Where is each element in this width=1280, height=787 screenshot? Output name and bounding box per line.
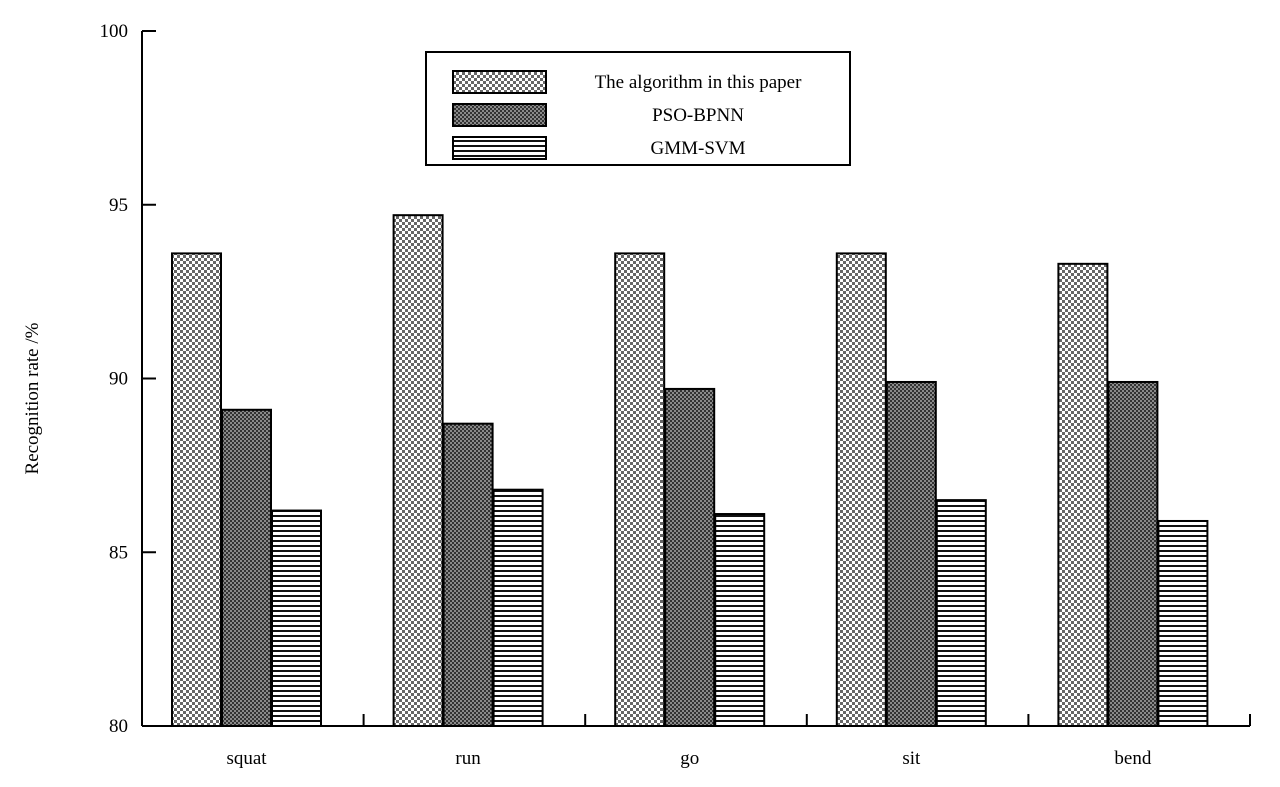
bar-checker-bend [1057,262,1109,727]
bar-checker-go [614,252,666,727]
legend-swatch-dots [452,103,547,127]
bar-dots-sit [885,380,937,727]
bar-dots-squat [221,408,272,727]
legend-swatch-checker [452,70,547,94]
legend-label: PSO-BPNN [652,105,744,126]
bar-hlines-squat [271,509,322,727]
bar-dots-bend [1107,380,1159,727]
y-tick-label: 95 [109,195,128,216]
x-category-label: sit [902,748,921,769]
bar-hlines-go [714,513,766,728]
x-category-label: run [455,748,481,769]
bars [171,214,1209,728]
y-tick-label: 80 [109,716,128,737]
bar-dots-run [442,422,494,727]
legend-label: The algorithm in this paper [595,72,803,93]
labels: 80 85 90 95 100 Recognition rate /% squat run go… [22,21,1152,769]
bar-dots-go [664,387,716,727]
legend-swatch-hlines [452,136,547,160]
x-category-label: go [680,748,699,769]
bar-hlines-sit [935,499,987,727]
y-axis-title: Recognition rate /% [22,322,43,474]
x-category-label: squat [226,748,267,769]
bar-hlines-run [492,488,544,728]
bar-checker-squat [171,252,222,727]
legend: The algorithm in this paper PSO-BPNN GMM-S… [425,51,851,166]
y-tick-label: 100 [100,21,129,42]
legend-label: GMM-SVM [650,138,745,159]
bar-checker-run [392,214,444,728]
y-tick-label: 85 [109,542,128,563]
bar-checker-sit [835,252,887,727]
y-tick-label: 90 [109,369,128,390]
x-category-label: bend [1114,748,1151,769]
bar-hlines-bend [1157,519,1209,727]
